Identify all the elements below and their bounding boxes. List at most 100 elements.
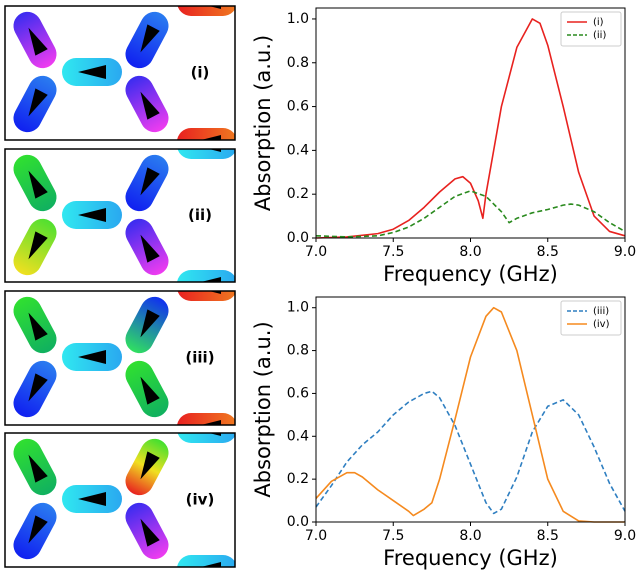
legend-label: (ii) [593,30,606,41]
pill [177,413,235,425]
arrow [28,373,48,402]
y-axis-label: Absorption (a.u.) [251,35,275,211]
pill [177,6,235,16]
pill [62,201,122,229]
arrow [28,515,48,544]
panel-frame [4,5,236,141]
legend-label: (i) [593,17,604,28]
x-tick-label: 7.0 [305,244,327,260]
pill [177,270,235,282]
pill [13,75,57,133]
series-line [315,306,625,523]
legend-label: (iii) [593,306,609,317]
pill [62,343,122,371]
arrow [28,454,48,483]
pill [125,218,169,276]
x-axis-label: Frequency (GHz) [383,546,558,570]
legend-label: (iv) [593,319,610,330]
panel-content [13,6,235,140]
pill [62,58,122,86]
panel-content [13,291,235,425]
plot-frame [315,296,626,523]
x-tick-label: 7.5 [382,244,404,260]
arrow [78,492,106,506]
pill [125,11,169,69]
arrow [201,420,221,425]
panel-label: (i) [191,64,210,82]
panel-content [13,433,235,567]
y-tick-label: 0.8 [287,343,309,359]
panel-content [13,149,235,282]
y-tick-label: 0.8 [287,55,309,71]
y-tick-label: 0.0 [287,514,309,530]
arrow [201,135,221,140]
panel: (iv) [4,432,236,568]
y-tick-label: 0.2 [287,186,309,202]
pill-body [177,6,235,16]
y-axis-label: Absorption (a.u.) [251,321,275,497]
pill [125,154,169,212]
pill [13,154,57,212]
panel-frame [4,290,236,426]
x-axis-label: Frequency (GHz) [383,262,558,286]
y-tick-label: 0.4 [287,142,309,158]
y-tick-label: 0.6 [287,99,309,115]
arrow [78,208,106,222]
chart: 7.0 7.5 8.0 8.5 9.0 0.0 0.2 0.4 0.6 0.8 1.0 Frequen… [251,296,636,570]
arrow [140,518,160,547]
arrow [140,167,160,196]
pill [177,128,235,140]
arrow [140,309,160,338]
pill [13,296,57,354]
x-tick-label: 7.0 [305,528,327,544]
pill [62,485,122,513]
arrow [201,562,221,567]
panel-label: (iii) [185,349,214,367]
pill [13,11,57,69]
pill [125,296,169,354]
arrow [201,277,221,282]
y-tick-label: 0.2 [287,471,309,487]
x-tick-label: 9.0 [614,244,636,260]
legend-box [560,300,622,336]
panel-label: (ii) [188,206,212,224]
pill [13,218,57,276]
legend-box [560,11,622,47]
panels: (i) (ii) (iii) (iv) [4,5,236,568]
legend: (iii) (iv) [560,300,622,336]
arrow [78,65,106,79]
pill [13,502,57,560]
panel: (iii) [4,290,236,426]
y-tick-label: 1.0 [287,11,309,27]
y-tick-label: 0.6 [287,385,309,401]
charts: 7.0 7.5 8.0 8.5 9.0 0.0 0.2 0.4 0.6 0.8 1.0 Frequen… [251,7,636,570]
panel: (ii) [4,148,236,283]
series-line [315,190,626,238]
pill [125,502,169,560]
plot-frame [315,7,626,239]
legend: (i) (ii) [560,11,622,47]
panel: (i) [4,5,236,141]
arrow [28,88,48,117]
arrow [28,170,48,199]
x-tick-label: 8.0 [459,244,481,260]
arrow [28,231,48,260]
arrow [140,91,160,120]
y-tick-label: 1.0 [287,300,309,316]
arrow [28,27,48,56]
arrow [140,451,160,480]
x-tick-label: 8.0 [459,528,481,544]
series-line [315,390,626,515]
panel-frame [4,148,236,283]
arrow [28,312,48,341]
x-tick-label: 9.0 [614,528,636,544]
x-tick-label: 8.5 [537,528,559,544]
panel-frame [4,432,236,568]
arrow [140,24,160,53]
y-tick-label: 0.0 [287,230,309,246]
pill [125,75,169,133]
pill [177,555,235,567]
pill [125,438,169,496]
arrow [140,376,160,405]
